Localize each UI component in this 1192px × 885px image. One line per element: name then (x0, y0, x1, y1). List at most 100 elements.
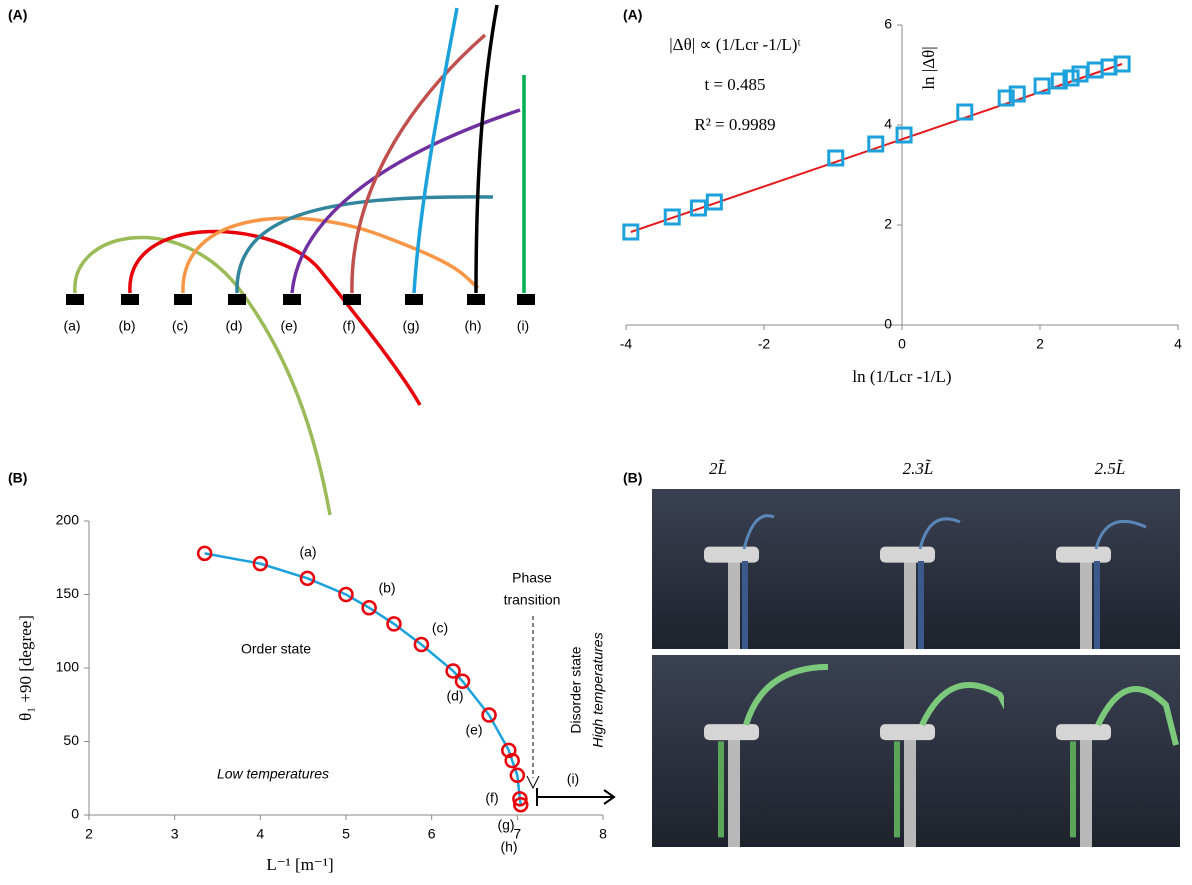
data-point (509, 767, 526, 784)
panel-label: (B) (8, 470, 27, 486)
strip (918, 517, 961, 550)
stem-label: (a) (63, 318, 80, 334)
strip-f (350, 33, 487, 294)
y-tick-label: 6 (884, 16, 892, 32)
annotation: Order state (241, 641, 311, 657)
data-point (1008, 85, 1026, 103)
strip-c (181, 216, 480, 294)
y-tick-label: 0 (884, 316, 892, 332)
data-point (252, 555, 269, 572)
annotation: (f) (485, 790, 498, 806)
i-arrow-head (603, 789, 616, 805)
stand-pole (904, 731, 916, 847)
strip-hanging (718, 741, 724, 838)
annotation: (d) (446, 688, 463, 704)
annotation: (e) (465, 722, 482, 738)
stand-head (880, 546, 935, 563)
data-point (512, 791, 528, 807)
stem-label: (h) (464, 318, 481, 334)
y-tick-label: 0 (71, 806, 79, 822)
y-tick-label: 150 (56, 585, 80, 601)
data-point (663, 208, 681, 226)
x-axis-label: ln (1/Lcr -1/L) (852, 367, 951, 386)
stand-head (1056, 546, 1111, 563)
stand-pole (1080, 553, 1092, 649)
y-axis-label: θ₁ +90 [degree] (16, 615, 35, 721)
strip-d (235, 195, 494, 294)
x-tick-label: 3 (171, 826, 179, 842)
y-tick-label: 200 (56, 512, 80, 528)
stand-head (880, 724, 935, 741)
data-point (338, 586, 354, 603)
annotation: (h) (500, 839, 517, 855)
x-axis-label: L⁻¹ [m⁻¹] (266, 855, 333, 874)
data-point (867, 135, 885, 153)
stand-pole (728, 731, 740, 847)
clamp (66, 294, 84, 305)
strip (743, 663, 835, 726)
stem-label: (e) (280, 318, 297, 334)
stand-head (704, 724, 759, 741)
panel-label: (A) (8, 7, 27, 23)
stem-label: (d) (225, 318, 242, 334)
stem-label: (f) (342, 318, 355, 334)
data-point (997, 89, 1015, 107)
y-tick-label: 2 (884, 216, 892, 232)
annotation: Phase (512, 570, 552, 586)
photo-grid (652, 489, 1180, 847)
column-label: 2.3L̃ (903, 459, 934, 478)
clamp (517, 294, 535, 305)
annotation: (g) (497, 817, 514, 833)
x-tick-label: 8 (599, 826, 607, 842)
clamp (405, 294, 423, 305)
stem-label: (c) (172, 318, 188, 334)
x-tick-label: 0 (898, 336, 906, 352)
x-tick-label: 2 (1036, 336, 1044, 352)
panel-label: (B) (623, 470, 642, 486)
stem-label: (b) (118, 318, 135, 334)
data-point (956, 103, 974, 121)
x-tick-label: 5 (342, 826, 350, 842)
curve (204, 552, 522, 805)
clamp (121, 294, 139, 305)
annotation: Disorder state (568, 646, 584, 733)
strip-hanging (894, 741, 900, 838)
data-point (622, 223, 640, 241)
y-tick-label: 100 (56, 659, 80, 675)
strip (1095, 686, 1179, 746)
column-label: 2.5L̃ (1095, 459, 1126, 478)
annotation: (a) (299, 544, 316, 560)
strip (742, 514, 775, 550)
annotation: High temperatures (590, 632, 606, 747)
x-tick-label: 2 (85, 826, 93, 842)
stem-label: (i) (517, 318, 529, 334)
strip-h (474, 4, 499, 294)
annotation: (i) (567, 771, 579, 787)
data-point (513, 796, 529, 813)
clamps (66, 294, 535, 305)
clamp (283, 294, 301, 305)
data-point (689, 199, 707, 217)
data-point (827, 149, 845, 167)
annotation: R² = 0.9989 (694, 115, 775, 134)
strip-e (290, 108, 521, 294)
annotation: transition (504, 592, 561, 608)
column-label: 2L̃ (709, 459, 727, 478)
data-point (1050, 72, 1068, 90)
stand-head (704, 546, 759, 563)
clamp (467, 294, 485, 305)
phase-arrow-head (526, 775, 540, 790)
data-point (196, 545, 213, 562)
strip-a (73, 235, 332, 516)
strip (919, 682, 1013, 727)
stand-head (1056, 724, 1111, 741)
x-tick-label: -2 (758, 336, 771, 352)
data-point (481, 707, 497, 723)
data-point (705, 193, 723, 211)
strip-g (412, 7, 459, 294)
x-tick-label: 7 (513, 826, 521, 842)
x-tick-label: 6 (428, 826, 436, 842)
strip-b (128, 229, 422, 406)
data-point (1062, 69, 1080, 87)
